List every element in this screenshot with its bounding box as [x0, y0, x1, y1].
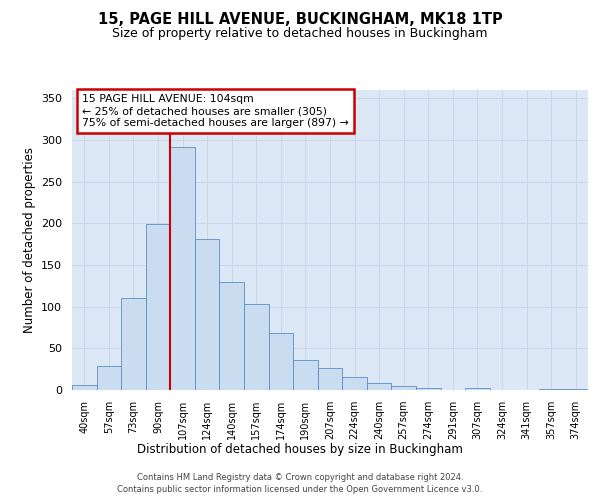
Bar [367, 384, 391, 390]
Text: Contains HM Land Registry data © Crown copyright and database right 2024.: Contains HM Land Registry data © Crown c… [137, 472, 463, 482]
Bar [563, 389, 588, 390]
Text: 15, PAGE HILL AVENUE, BUCKINGHAM, MK18 1TP: 15, PAGE HILL AVENUE, BUCKINGHAM, MK18 1… [98, 12, 502, 28]
Bar [539, 389, 563, 390]
Bar [416, 388, 440, 390]
Bar [269, 332, 293, 390]
Bar [391, 386, 416, 390]
Text: 15 PAGE HILL AVENUE: 104sqm
← 25% of detached houses are smaller (305)
75% of se: 15 PAGE HILL AVENUE: 104sqm ← 25% of det… [82, 94, 349, 128]
Y-axis label: Number of detached properties: Number of detached properties [23, 147, 35, 333]
Text: Size of property relative to detached houses in Buckingham: Size of property relative to detached ho… [112, 28, 488, 40]
Bar [121, 298, 146, 390]
Bar [465, 388, 490, 390]
Text: Contains public sector information licensed under the Open Government Licence v3: Contains public sector information licen… [118, 485, 482, 494]
Text: Distribution of detached houses by size in Buckingham: Distribution of detached houses by size … [137, 442, 463, 456]
Bar [170, 146, 195, 390]
Bar [146, 224, 170, 390]
Bar [342, 376, 367, 390]
Bar [220, 282, 244, 390]
Bar [195, 239, 220, 390]
Bar [293, 360, 318, 390]
Bar [72, 385, 97, 390]
Bar [244, 304, 269, 390]
Bar [97, 366, 121, 390]
Bar [318, 368, 342, 390]
